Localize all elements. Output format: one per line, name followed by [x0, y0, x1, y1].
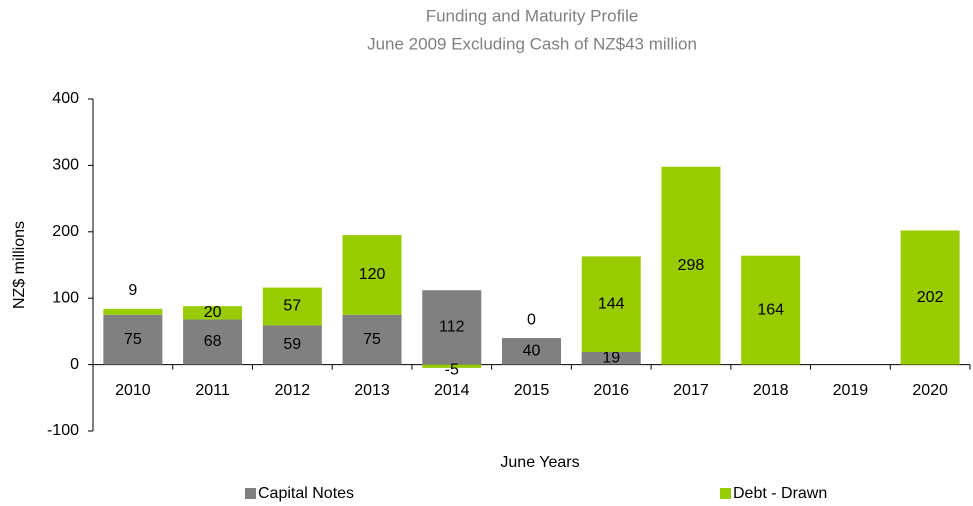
y-tick-label: -100	[47, 422, 79, 439]
x-tick-label: 2017	[673, 382, 709, 399]
data-label: 120	[359, 266, 386, 283]
bar-segment	[661, 166, 721, 365]
data-label: 9	[128, 282, 137, 299]
y-tick-label: 100	[52, 289, 79, 306]
bar-segment	[502, 338, 561, 365]
data-label: 57	[283, 298, 301, 315]
x-tick-label: 2010	[115, 382, 151, 399]
data-label: 164	[757, 301, 784, 318]
bar-segment	[262, 287, 322, 326]
bar-segment	[103, 314, 163, 365]
data-label: 298	[678, 257, 705, 274]
data-label: 59	[283, 336, 301, 353]
bar-segment	[183, 306, 243, 320]
legend-swatch	[245, 488, 256, 499]
data-label: -5	[445, 361, 459, 378]
data-label: 19	[602, 350, 620, 367]
x-tick-label: 2013	[354, 382, 390, 399]
bar-segment	[422, 290, 482, 365]
data-label: 75	[124, 331, 142, 348]
x-axis-title: June Years	[500, 454, 579, 471]
data-label: 68	[204, 333, 222, 350]
data-label: 20	[204, 304, 222, 321]
x-tick-label: 2019	[833, 382, 869, 399]
bar-segment	[741, 255, 801, 365]
bar-segment	[900, 230, 960, 365]
legend-label: Debt - Drawn	[733, 485, 827, 502]
bar-segment	[183, 319, 243, 365]
data-label: 0	[527, 311, 536, 328]
legend-swatch	[720, 488, 731, 499]
y-axis-title: NZ$ millions	[11, 221, 28, 309]
x-tick-label: 2012	[275, 382, 311, 399]
x-tick-label: 2015	[514, 382, 550, 399]
y-tick-label: 400	[52, 90, 79, 107]
x-tick-label: 2020	[912, 382, 948, 399]
x-tick-label: 2016	[593, 382, 629, 399]
x-tick-label: 2018	[753, 382, 789, 399]
legend-label: Capital Notes	[258, 485, 354, 502]
data-label: 75	[363, 331, 381, 348]
data-label: 40	[523, 343, 541, 360]
bar-segment	[342, 235, 402, 315]
chart-subtitle: June 2009 Excluding Cash of NZ$43 millio…	[367, 34, 697, 53]
data-label: 112	[439, 319, 465, 336]
bar-segment	[103, 308, 163, 315]
y-tick-label: 200	[52, 223, 79, 240]
y-tick-label: 0	[70, 356, 79, 373]
bar-segment	[581, 256, 641, 352]
x-tick-label: 2014	[434, 382, 470, 399]
chart-title: Funding and Maturity Profile	[426, 6, 639, 25]
y-tick-label: 300	[52, 157, 79, 174]
data-label: 144	[598, 295, 625, 312]
bar-segment	[581, 351, 641, 365]
bar-segment	[342, 314, 402, 365]
bar-segment	[422, 364, 482, 368]
data-label: 202	[917, 289, 944, 306]
x-tick-label: 2011	[195, 382, 230, 399]
bar-segment	[262, 325, 322, 365]
